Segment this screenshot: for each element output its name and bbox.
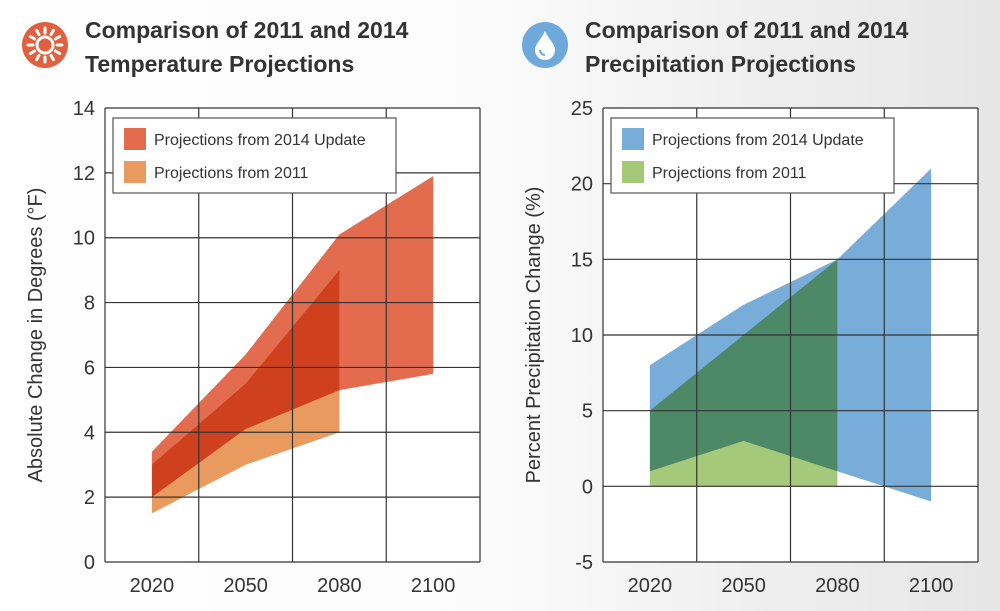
chart-title: Precipitation Projections bbox=[585, 51, 856, 77]
y-tick-label: 8 bbox=[84, 293, 95, 315]
y-tick-label: 15 bbox=[571, 249, 593, 271]
y-axis-label: Percent Precipitation Change (%) bbox=[523, 187, 545, 484]
chart-2: Comparison of 2011 and 2014 Precipitation… bbox=[522, 17, 979, 597]
legend-swatch bbox=[622, 128, 644, 150]
legend-label: Projections from 2014 Update bbox=[154, 132, 366, 149]
legend-swatch bbox=[124, 128, 146, 150]
y-tick-label: 4 bbox=[84, 422, 95, 444]
legend-swatch bbox=[622, 161, 644, 183]
legend-label: Projections from 2011 bbox=[154, 165, 309, 182]
y-axis-label: Absolute Change in Degrees (°F) bbox=[25, 188, 47, 483]
sun-icon bbox=[22, 22, 68, 68]
y-tick-label: 20 bbox=[571, 174, 593, 196]
y-tick-label: 10 bbox=[571, 325, 593, 347]
y-tick-label: -5 bbox=[575, 552, 593, 574]
chart-title: Temperature Projections bbox=[85, 51, 354, 77]
y-tick-label: 0 bbox=[84, 552, 95, 574]
legend-item: Projections from 2014 Update bbox=[622, 128, 864, 150]
y-tick-label: 12 bbox=[73, 163, 95, 185]
x-tick-label: 2020 bbox=[130, 575, 175, 597]
legend: Projections from 2014 Update Projections … bbox=[112, 117, 397, 194]
legend-label: Projections from 2014 Update bbox=[652, 132, 864, 149]
legend-label: Projections from 2011 bbox=[652, 165, 807, 182]
legend-item: Projections from 2011 bbox=[124, 161, 309, 183]
chart-title: Comparison of 2011 and 2014 bbox=[585, 17, 909, 43]
x-tick-label: 2100 bbox=[411, 575, 456, 597]
legend-item: Projections from 2011 bbox=[622, 161, 807, 183]
y-tick-label: 5 bbox=[582, 401, 593, 423]
chart-1: Comparison of 2011 and 2014 Temperature P… bbox=[22, 17, 481, 597]
x-tick-label: 2050 bbox=[223, 575, 268, 597]
x-tick-label: 2080 bbox=[317, 575, 362, 597]
y-tick-label: 14 bbox=[73, 98, 95, 120]
y-tick-label: 6 bbox=[84, 357, 95, 379]
legend-item: Projections from 2014 Update bbox=[124, 128, 366, 150]
x-tick-label: 2080 bbox=[815, 575, 860, 597]
x-tick-label: 2100 bbox=[909, 575, 954, 597]
chart-title: Comparison of 2011 and 2014 bbox=[85, 17, 409, 43]
legend-swatch bbox=[124, 161, 146, 183]
y-tick-label: 2 bbox=[84, 487, 95, 509]
legend: Projections from 2014 Update Projections … bbox=[610, 117, 895, 194]
y-tick-label: 25 bbox=[571, 98, 593, 120]
y-tick-label: 10 bbox=[73, 228, 95, 250]
water-drop-icon bbox=[522, 22, 568, 68]
y-tick-label: 0 bbox=[582, 476, 593, 498]
x-tick-label: 2020 bbox=[628, 575, 673, 597]
x-tick-label: 2050 bbox=[721, 575, 766, 597]
